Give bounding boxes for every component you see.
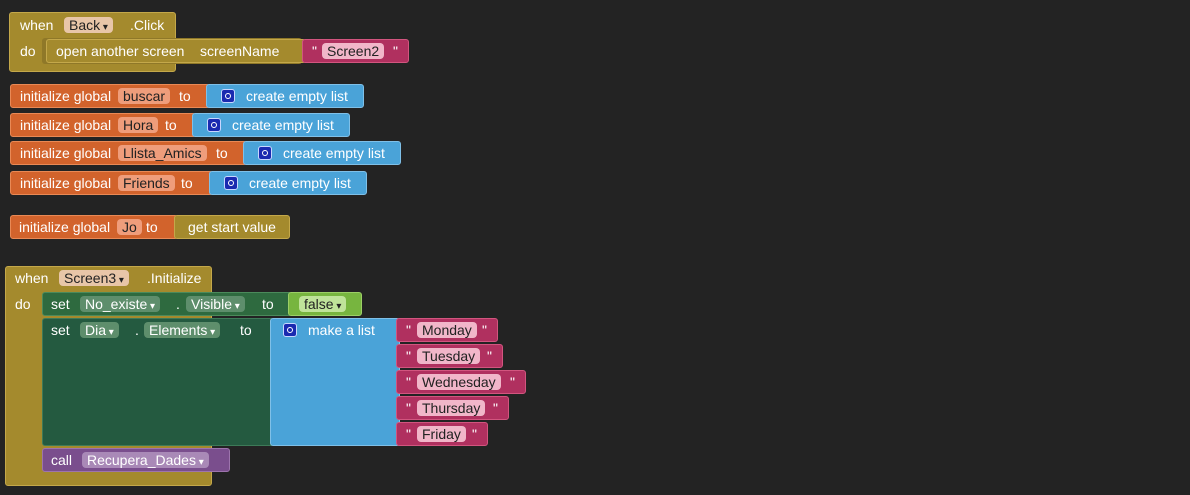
mutator-gear-icon[interactable] [224, 176, 238, 190]
to-label: to [165, 117, 177, 133]
open-quote: " [406, 426, 411, 442]
global-name-hora[interactable]: Hora [118, 117, 159, 133]
open-quote: " [406, 322, 411, 338]
create-empty-list-label: create empty list [246, 88, 348, 104]
screen2-text-field[interactable]: Screen2 [322, 43, 385, 59]
make-a-list-block[interactable] [270, 318, 400, 446]
when-label: when [15, 270, 49, 286]
day-value-friday[interactable]: Friday [417, 426, 466, 442]
close-quote: " [487, 348, 492, 364]
create-empty-list-label: create empty list [232, 117, 334, 133]
to-label: to [240, 322, 252, 338]
global-buscar-block[interactable] [10, 84, 210, 108]
mutator-gear-icon[interactable] [283, 323, 297, 337]
day-value-wednesday[interactable]: Wednesday [417, 374, 501, 390]
set-dia-elements-block[interactable] [42, 318, 274, 446]
to-label: to [181, 175, 193, 191]
day-value-monday[interactable]: Monday [417, 322, 477, 338]
global-name-jo[interactable]: Jo [117, 219, 142, 235]
get-start-value-label: get start value [188, 219, 276, 235]
create-empty-list-label: create empty list [283, 145, 385, 161]
dot-separator: . [176, 296, 180, 312]
close-quote: " [493, 400, 498, 416]
mutator-gear-icon[interactable] [258, 146, 272, 160]
global-jo-block[interactable] [10, 215, 178, 239]
open-another-screen-label: open another screen [56, 43, 185, 59]
get-start-value-block[interactable] [174, 215, 290, 239]
call-label: call [51, 452, 73, 468]
close-quote: " [510, 374, 515, 390]
open-quote: " [312, 43, 317, 59]
global-hora-block[interactable] [10, 113, 196, 137]
day-value-thursday[interactable]: Thursday [417, 400, 486, 416]
screen3-component-dropdown[interactable]: Screen3 [59, 270, 129, 286]
open-another-screen-block[interactable] [46, 39, 306, 63]
mutator-gear-icon[interactable] [221, 89, 235, 103]
to-label: to [262, 296, 274, 312]
open-quote: " [406, 374, 411, 390]
set-label: set [51, 296, 70, 312]
initialize-global-label: initialize global [20, 88, 112, 104]
to-label: to [146, 219, 158, 235]
day-text-block-friday[interactable] [396, 422, 488, 446]
when-label: when [20, 17, 54, 33]
click-event-label: .Click [130, 17, 165, 33]
to-label: to [216, 145, 228, 161]
initialize-event-label: .Initialize [147, 270, 202, 286]
initialize-global-label: initialize global [20, 117, 112, 133]
open-quote: " [406, 400, 411, 416]
initialize-global-label: initialize global [19, 219, 111, 235]
no-existe-component-dropdown[interactable]: No_existe [80, 296, 161, 312]
initialize-global-label: initialize global [20, 175, 112, 191]
close-quote: " [482, 322, 487, 338]
global-friends-block[interactable] [10, 171, 213, 195]
set-label: set [51, 322, 70, 338]
global-name-buscar[interactable]: buscar [118, 88, 171, 104]
false-value-dropdown[interactable]: false [299, 296, 347, 312]
global-name-llista-amics[interactable]: Llista_Amics [118, 145, 207, 161]
visible-property-dropdown[interactable]: Visible [186, 296, 245, 312]
initialize-global-label: initialize global [20, 145, 112, 161]
make-a-list-label: make a list [308, 322, 375, 338]
screen-name-label: screenName [200, 43, 280, 59]
global-name-friends[interactable]: Friends [118, 175, 175, 191]
do-label: do [20, 43, 36, 59]
open-quote: " [406, 348, 411, 364]
dot-separator: . [135, 322, 139, 338]
day-value-tuesday[interactable]: Tuesday [417, 348, 481, 364]
close-quote: " [393, 43, 398, 59]
do-label: do [15, 296, 31, 312]
close-quote: " [472, 426, 477, 442]
mutator-gear-icon[interactable] [207, 118, 221, 132]
recupera-dades-procedure-dropdown[interactable]: Recupera_Dades [82, 452, 209, 468]
create-empty-list-label: create empty list [249, 175, 351, 191]
elements-property-dropdown[interactable]: Elements [144, 322, 221, 338]
to-label: to [179, 88, 191, 104]
back-component-dropdown[interactable]: Back [64, 17, 113, 33]
dia-component-dropdown[interactable]: Dia [80, 322, 119, 338]
